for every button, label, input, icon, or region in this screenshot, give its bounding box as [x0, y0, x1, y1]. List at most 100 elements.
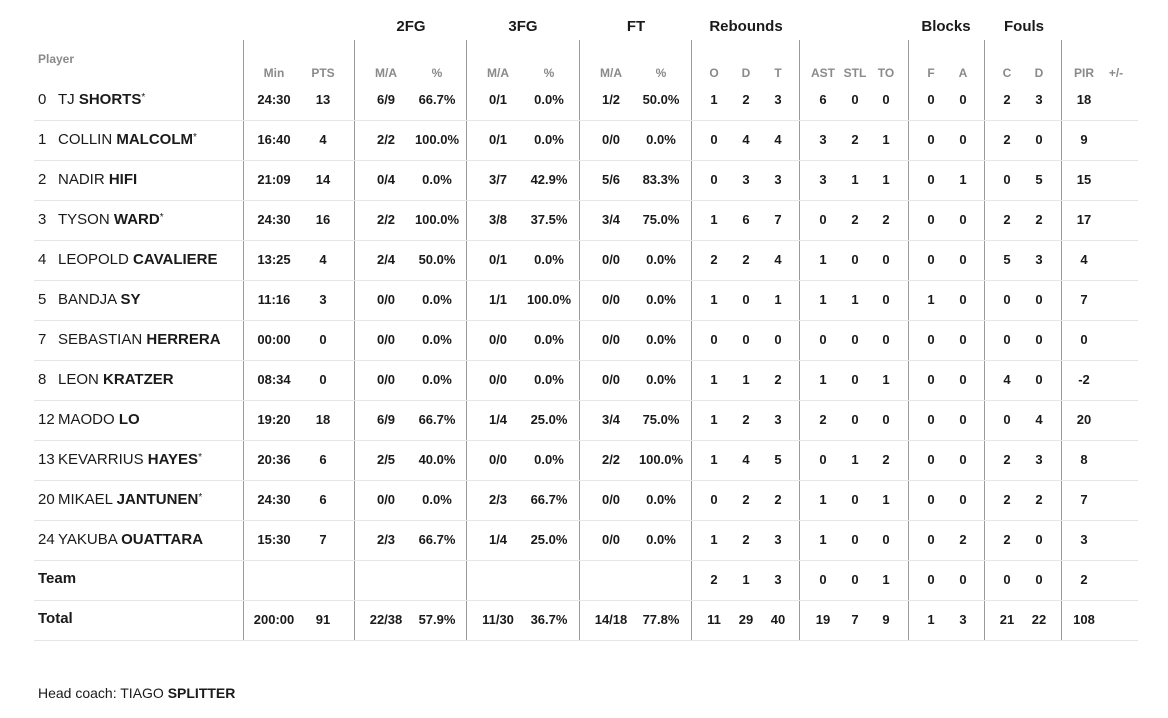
stat-to: 1 — [882, 572, 890, 587]
column-header-fg3-ma: M/A — [487, 66, 509, 80]
stat-stl: 0 — [851, 572, 859, 587]
group-header-fg3: 3FG — [508, 18, 538, 35]
stat-ft-pct: 83.3% — [642, 172, 680, 187]
stat-reb-o: 0 — [710, 332, 718, 347]
stat-to: 1 — [882, 372, 890, 387]
stat-blk-a: 0 — [959, 292, 967, 307]
player-name[interactable]: 12 MAODO LO — [38, 411, 140, 429]
stat-fg3-ma: 0/1 — [488, 92, 508, 107]
stat-foul-d: 2 — [1035, 212, 1043, 227]
stat-stl: 1 — [851, 452, 859, 467]
player-name[interactable]: 0 TJ SHORTS* — [38, 91, 145, 109]
player-number: 1 — [38, 131, 47, 148]
player-name[interactable]: 24 YAKUBA OUATTARA — [38, 531, 203, 549]
stat-min: 24:30 — [257, 492, 291, 507]
column-header-to: TO — [877, 66, 895, 80]
stat-blk-f: 0 — [927, 252, 935, 267]
stat-stl: 7 — [851, 612, 859, 627]
stat-reb-o: 1 — [710, 372, 718, 387]
stat-ast: 3 — [819, 132, 827, 147]
stat-foul-c: 2 — [1003, 212, 1011, 227]
player-last-name: CAVALIERE — [133, 251, 218, 268]
stat-fg2-pct: 66.7% — [418, 412, 456, 427]
stat-ast: 6 — [819, 92, 827, 107]
stat-fg3-ma: 0/1 — [488, 252, 508, 267]
stat-reb-d: 2 — [742, 412, 750, 427]
stat-fg2-ma: 2/3 — [376, 532, 396, 547]
stat-min: 15:30 — [257, 532, 291, 547]
stat-foul-d: 0 — [1035, 572, 1043, 587]
column-divider — [243, 40, 244, 640]
column-header-reb-o: O — [709, 66, 719, 80]
stat-fg2-ma: 6/9 — [376, 412, 396, 427]
column-header-foul-d: D — [1034, 66, 1044, 80]
column-divider — [1061, 40, 1062, 640]
stat-blk-f: 0 — [927, 532, 935, 547]
stat-fg2-pct: 0.0% — [422, 292, 452, 307]
stat-reb-o: 2 — [710, 252, 718, 267]
stat-min: 20:36 — [257, 452, 291, 467]
stat-pts: 0 — [319, 332, 327, 347]
stat-reb-d: 2 — [742, 252, 750, 267]
column-header-foul-c: C — [1002, 66, 1012, 80]
stat-blk-f: 0 — [927, 572, 935, 587]
row-divider — [34, 360, 1138, 361]
stat-reb-t: 3 — [774, 572, 782, 587]
column-divider — [984, 40, 985, 640]
stat-ft-pct: 0.0% — [646, 492, 676, 507]
stat-reb-t: 3 — [774, 92, 782, 107]
player-last-name: SY — [120, 291, 141, 308]
stat-fg2-pct: 40.0% — [418, 452, 456, 467]
stat-fg3-ma: 0/0 — [488, 452, 508, 467]
player-last-name: WARD — [113, 211, 160, 228]
stat-foul-d: 0 — [1035, 132, 1043, 147]
stat-pir: 2 — [1080, 572, 1088, 587]
player-name[interactable]: 1 COLLIN MALCOLM* — [38, 131, 197, 149]
stat-pir: 20 — [1076, 412, 1092, 427]
stat-pts: 14 — [315, 172, 331, 187]
player-last-name: HIFI — [108, 171, 138, 188]
player-name[interactable]: 7 SEBASTIAN HERRERA — [38, 331, 221, 349]
player-name[interactable]: 8 LEON KRATZER — [38, 371, 174, 389]
stat-pir: 7 — [1080, 492, 1088, 507]
player-name[interactable]: 2 NADIR HIFI — [38, 171, 137, 189]
stat-blk-a: 0 — [959, 492, 967, 507]
stat-reb-t: 5 — [774, 452, 782, 467]
stat-ft-ma: 0/0 — [601, 492, 621, 507]
stat-reb-d: 4 — [742, 132, 750, 147]
stat-reb-o: 1 — [710, 412, 718, 427]
stat-to: 1 — [882, 492, 890, 507]
stat-ft-pct: 0.0% — [646, 292, 676, 307]
stat-blk-a: 0 — [959, 92, 967, 107]
column-header-blk-a: A — [958, 66, 968, 80]
stat-blk-f: 0 — [927, 492, 935, 507]
group-header-fouls: Fouls — [1004, 18, 1044, 35]
stat-ast: 1 — [819, 492, 827, 507]
stat-reb-d: 4 — [742, 452, 750, 467]
stat-pir: 0 — [1080, 332, 1088, 347]
stat-fg2-pct: 0.0% — [422, 372, 452, 387]
stat-fg2-ma: 2/2 — [376, 212, 396, 227]
stat-to: 0 — [882, 332, 890, 347]
stat-reb-t: 3 — [774, 532, 782, 547]
stat-fg2-ma: 0/0 — [376, 292, 396, 307]
stat-blk-f: 0 — [927, 172, 935, 187]
row-divider — [34, 240, 1138, 241]
player-name[interactable]: 3 TYSON WARD* — [38, 211, 164, 229]
stat-foul-c: 0 — [1003, 572, 1011, 587]
stat-fg2-ma: 0/4 — [376, 172, 396, 187]
stat-fg3-ma: 1/4 — [488, 532, 508, 547]
total-row-label: Total — [38, 610, 73, 627]
player-name[interactable]: 13 KEVARRIUS HAYES* — [38, 451, 202, 469]
player-name[interactable]: 5 BANDJA SY — [38, 291, 141, 309]
player-name[interactable]: 20 MIKAEL JANTUNEN* — [38, 491, 202, 509]
stat-ft-pct: 75.0% — [642, 412, 680, 427]
stat-fg3-pct: 25.0% — [530, 532, 568, 547]
stat-fg3-pct: 100.0% — [526, 292, 572, 307]
stat-pir: 18 — [1076, 92, 1092, 107]
stat-pir: 7 — [1080, 292, 1088, 307]
stat-ft-pct: 100.0% — [638, 452, 684, 467]
stat-reb-t: 3 — [774, 412, 782, 427]
player-name[interactable]: 4 LEOPOLD CAVALIERE — [38, 251, 218, 269]
stat-reb-t: 7 — [774, 212, 782, 227]
